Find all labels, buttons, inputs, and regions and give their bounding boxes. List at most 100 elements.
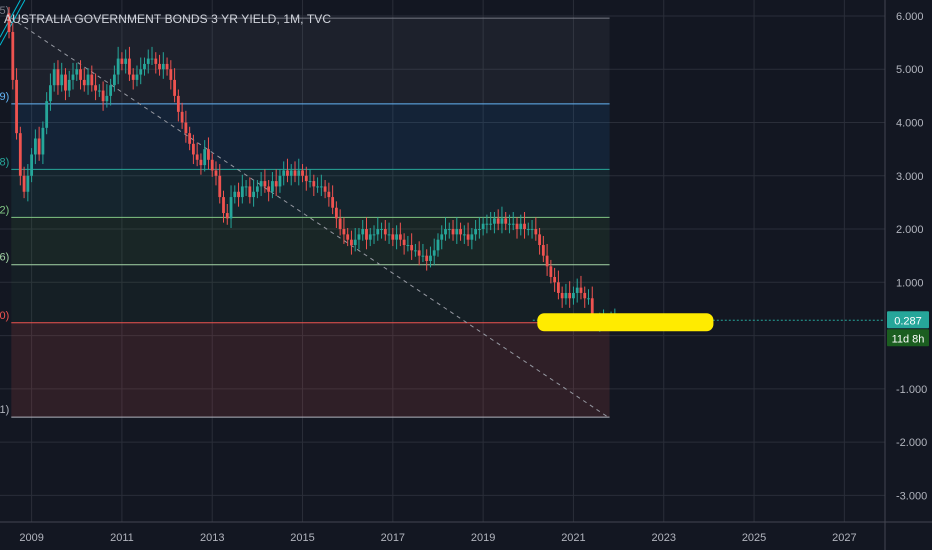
candle-body — [128, 58, 131, 75]
fib-level-label: .369) — [0, 91, 9, 103]
candle-body — [165, 63, 169, 70]
candle-body — [368, 234, 372, 240]
candle-body — [52, 69, 56, 86]
candle-body — [33, 138, 37, 155]
candle-body — [124, 58, 128, 64]
candle-body — [556, 282, 560, 293]
candle-body — [297, 170, 301, 176]
candle-body — [90, 74, 94, 86]
candle-body — [188, 133, 192, 144]
candle-body — [15, 79, 18, 134]
candle-body — [316, 186, 319, 188]
candles — [7, 6, 617, 332]
candle-body — [229, 197, 233, 219]
candle-body — [380, 229, 383, 231]
highlight-marker[interactable] — [537, 313, 714, 332]
candle-body — [493, 218, 496, 224]
candle-body — [466, 234, 470, 240]
candle-body — [271, 181, 274, 192]
candle-body — [184, 122, 188, 134]
time-tick-label: 2027 — [832, 532, 856, 544]
candle-body — [161, 63, 165, 70]
candle-body — [414, 250, 417, 252]
candle-body — [523, 223, 526, 230]
fib-level-label: .975) — [0, 5, 9, 17]
candle-body — [26, 175, 30, 192]
candle-body — [312, 181, 316, 187]
candle-body — [575, 287, 579, 293]
candle-body — [176, 95, 180, 112]
candle-body — [97, 90, 101, 92]
price-tick-label: 2.000 — [896, 224, 924, 236]
candle-body — [293, 170, 297, 176]
price-badge-label: 0.287 — [894, 315, 922, 327]
candle-body — [477, 229, 481, 231]
candle-body — [203, 149, 207, 166]
candle-body — [545, 255, 549, 267]
candle-body — [353, 239, 357, 246]
candle-body — [214, 170, 218, 176]
candle-body — [361, 229, 365, 235]
candle-body — [350, 239, 353, 246]
candle-body — [462, 234, 466, 236]
candle-body — [252, 191, 256, 198]
candle-body — [150, 58, 154, 60]
time-tick-label: 2021 — [561, 532, 585, 544]
candle-body — [410, 245, 414, 251]
candle-body — [64, 74, 67, 91]
candle-body — [255, 186, 259, 192]
candle-body — [218, 175, 222, 198]
candle-body — [327, 191, 331, 198]
candle-body — [398, 234, 402, 240]
time-tick-label: 2025 — [742, 532, 766, 544]
candle-body — [244, 186, 248, 188]
time-tick-label: 2009 — [19, 532, 43, 544]
price-tick-label: -1.000 — [896, 384, 927, 396]
candle-body — [45, 101, 49, 128]
candle-body — [135, 74, 139, 80]
time-tick-label: 2023 — [652, 532, 676, 544]
fan-line[interactable] — [0, 0, 26, 46]
candle-body — [417, 250, 421, 256]
candle-body — [526, 229, 530, 231]
candle-body — [553, 276, 557, 283]
candle-body — [169, 69, 173, 80]
grid — [0, 0, 885, 522]
candle-body — [515, 223, 519, 230]
fib-level-label: .222) — [0, 204, 9, 216]
candle-body — [459, 229, 462, 235]
fib-level-label: .108) — [0, 156, 9, 168]
candle-body — [395, 234, 398, 240]
candle-body — [519, 223, 523, 230]
candle-body — [572, 292, 575, 299]
candle-body — [429, 255, 432, 261]
candle-body — [534, 229, 538, 235]
candle-body — [210, 159, 214, 171]
price-tick-label: -3.000 — [896, 490, 927, 502]
fib-zone — [11, 264, 610, 323]
candle-body — [263, 181, 267, 187]
candle-body — [331, 197, 335, 208]
price-tick-label: 6.000 — [896, 11, 924, 23]
candle-body — [474, 229, 478, 235]
candle-body — [496, 218, 500, 224]
candle-body — [237, 191, 240, 198]
candle-body — [338, 218, 342, 230]
candle-body — [583, 292, 587, 299]
candle-body — [342, 229, 346, 235]
candle-body — [538, 234, 541, 246]
candle-body — [199, 159, 203, 166]
candle-body — [406, 245, 410, 247]
candle-body — [301, 170, 304, 176]
candle-body — [71, 74, 75, 80]
candle-body — [41, 127, 45, 155]
candle-body — [402, 239, 406, 246]
candle-body — [195, 154, 199, 160]
candle-body — [75, 69, 79, 75]
countdown-badge — [887, 329, 929, 347]
candle-body — [444, 229, 447, 235]
candle-body — [425, 255, 429, 261]
